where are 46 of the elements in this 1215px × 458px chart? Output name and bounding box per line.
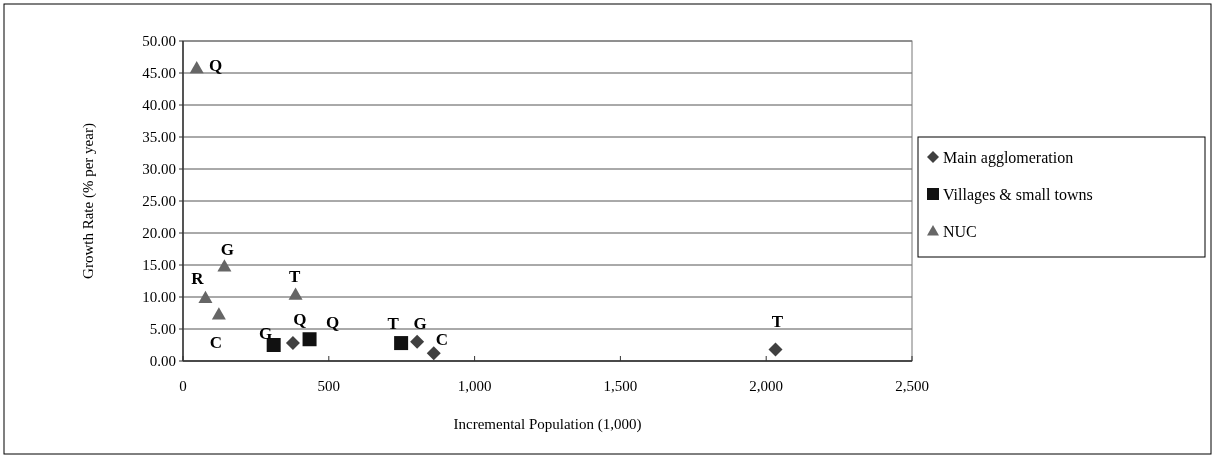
y-axis-title: Growth Rate (% per year) — [80, 123, 97, 279]
y-tick-label: 5.00 — [149, 321, 176, 338]
x-tick-label: 1,500 — [603, 378, 638, 394]
point — [426, 346, 441, 361]
annotation: G — [259, 323, 273, 343]
annotation: G — [413, 313, 427, 333]
point — [410, 334, 425, 349]
x-tick-label: 2,500 — [895, 378, 929, 394]
y-tick-label: 45.00 — [142, 65, 176, 82]
point — [217, 259, 232, 272]
legend-label: Villages & small towns — [943, 185, 1093, 204]
point — [288, 287, 303, 300]
point — [394, 336, 409, 351]
y-tick-label: 40.00 — [142, 97, 176, 114]
x-tick-label: 2,000 — [749, 378, 784, 394]
annotation: T — [288, 267, 301, 287]
point — [266, 338, 281, 352]
annotation: G — [220, 240, 235, 260]
y-tick-label: 25.00 — [142, 193, 176, 210]
y-tick-label: 15.00 — [142, 257, 176, 274]
y-tick-label: 0.00 — [149, 353, 176, 370]
point — [285, 336, 300, 351]
point — [768, 342, 783, 357]
point — [211, 307, 226, 320]
legend-label: Main agglomeration — [943, 148, 1074, 167]
annotation: C — [209, 333, 223, 353]
annotation: Q — [209, 55, 223, 75]
x-tick-label: 0 — [179, 378, 187, 394]
x-axis-title: Incremental Population (1,000) — [453, 416, 642, 433]
annotation: T — [387, 314, 400, 334]
annotation: C — [435, 330, 448, 350]
point — [302, 332, 317, 347]
y-tick-label: 30.00 — [142, 161, 176, 178]
y-tick-label: 35.00 — [142, 129, 176, 146]
y-tick-label: 50.00 — [142, 33, 176, 50]
annotation: R — [191, 268, 205, 288]
legend-label: NUC — [943, 222, 977, 240]
point — [198, 290, 213, 303]
point — [189, 60, 204, 74]
annotation: Q — [325, 313, 340, 333]
x-tick-label: 500 — [317, 378, 341, 394]
annotation: T — [771, 312, 784, 332]
x-tick-label: 1,000 — [457, 378, 492, 394]
annotation: Q — [293, 310, 307, 330]
y-tick-label: 20.00 — [142, 225, 176, 242]
y-tick-label: 10.00 — [142, 289, 176, 306]
